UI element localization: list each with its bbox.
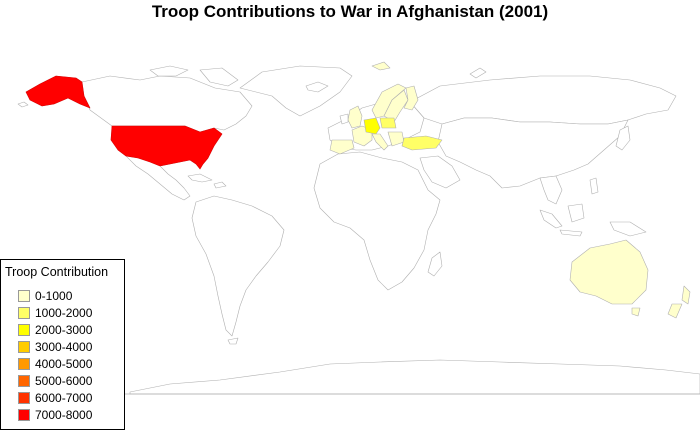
region-borneo [567,203,585,223]
legend-swatch [18,392,30,404]
legend-swatch [18,307,30,319]
region-arctic-islands [149,65,189,77]
region-alaska-highlight [25,75,91,109]
region-south-america [191,195,285,337]
region-australia [569,239,649,305]
region-russia [409,75,677,125]
legend-item: 7000-8000 [18,407,92,423]
region-tasmania [631,307,641,317]
region-philippines [589,177,599,195]
region-new-zealand-south [667,303,683,319]
legend-swatch [18,290,30,302]
region-iceland [305,81,329,93]
region-japan [615,125,631,151]
legend-item: 5000-6000 [18,373,92,389]
legend-item: 6000-7000 [18,390,92,406]
region-germany [363,117,381,135]
region-aleutian-islands [17,101,29,108]
legend-item: 0-1000 [18,288,72,304]
legend-label: 4000-5000 [35,357,93,371]
legend-title: Troop Contribution [5,265,109,279]
region-africa [313,151,441,291]
legend: Troop Contribution 0-1000 1000-2000 2000… [0,259,125,430]
legend-swatch [18,409,30,421]
legend-label: 5000-6000 [35,374,93,388]
legend-item: 4000-5000 [18,356,92,372]
region-poland [379,117,397,129]
legend-item: 3000-4000 [18,339,92,355]
legend-label: 3000-4000 [35,340,93,354]
region-sumatra [539,209,563,229]
region-greenland [239,65,353,117]
region-hispaniola [213,181,227,189]
legend-label: 1000-2000 [35,306,93,320]
legend-swatch [18,341,30,353]
map-title: Troop Contributions to War in Afghanista… [151,2,549,21]
region-novaya-zemlya [469,67,487,79]
legend-label: 2000-3000 [35,323,93,337]
region-indochina [539,175,563,205]
region-baffin-island [199,67,239,87]
region-new-guinea [609,221,647,237]
region-ireland [339,113,349,125]
region-new-zealand-north [681,285,691,305]
legend-swatch [18,324,30,336]
region-java [559,229,583,237]
region-svalbard [371,61,391,71]
region-tierra-del-fuego [227,337,239,345]
legend-label: 7000-8000 [35,408,93,422]
region-turkey [401,135,443,151]
region-spain [329,139,355,155]
region-arabia [419,155,461,189]
region-cuba [187,173,213,183]
region-usa-highlight [110,125,223,170]
legend-label: 6000-7000 [35,391,93,405]
legend-item: 2000-3000 [18,322,92,338]
legend-swatch [18,358,30,370]
region-italy [371,133,389,151]
region-madagascar [427,251,443,277]
region-finland [403,85,419,111]
legend-swatch [18,375,30,387]
region-antarctica [129,359,700,395]
region-asia [437,117,629,189]
legend-item: 1000-2000 [18,305,92,321]
legend-label: 0-1000 [35,289,73,303]
